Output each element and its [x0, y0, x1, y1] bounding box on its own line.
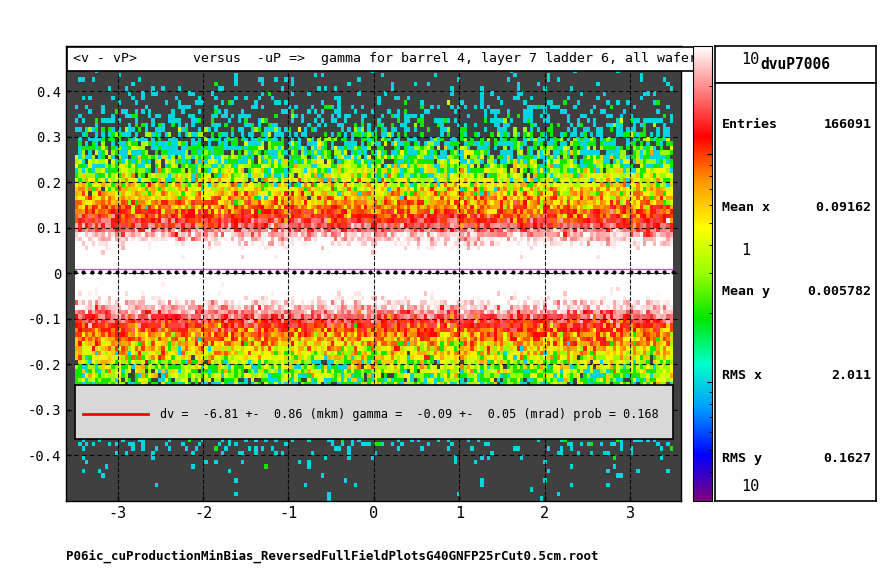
Text: dv =  -6.81 +-  0.86 (mkm) gamma =  -0.09 +-  0.05 (mrad) prob = 0.168: dv = -6.81 +- 0.86 (mkm) gamma = -0.09 +… — [160, 408, 659, 420]
Text: 1: 1 — [742, 243, 750, 258]
Text: 0.09162: 0.09162 — [815, 201, 872, 215]
Text: 0.1627: 0.1627 — [823, 452, 872, 465]
Text: P06ic_cuProductionMinBias_ReversedFullFieldPlotsG40GNFP25rCut0.5cm.root: P06ic_cuProductionMinBias_ReversedFullFi… — [66, 550, 599, 563]
Text: RMS x: RMS x — [721, 369, 761, 382]
Text: RMS y: RMS y — [721, 452, 761, 465]
Text: 166091: 166091 — [823, 118, 872, 131]
Text: <v - vP>       versus  -uP =>  gamma for barrel 4, layer 7 ladder 6, all wafers: <v - vP> versus -uP => gamma for barrel … — [73, 52, 704, 65]
Text: Mean x: Mean x — [721, 201, 770, 215]
Text: Entries: Entries — [721, 118, 778, 131]
Bar — [75, 385, 673, 439]
Text: Mean y: Mean y — [721, 285, 770, 298]
Text: 2.011: 2.011 — [831, 369, 872, 382]
Text: 10: 10 — [742, 52, 760, 67]
Text: 0.005782: 0.005782 — [807, 285, 872, 298]
Text: 10: 10 — [742, 479, 760, 494]
Text: dvuP7006: dvuP7006 — [760, 56, 831, 72]
